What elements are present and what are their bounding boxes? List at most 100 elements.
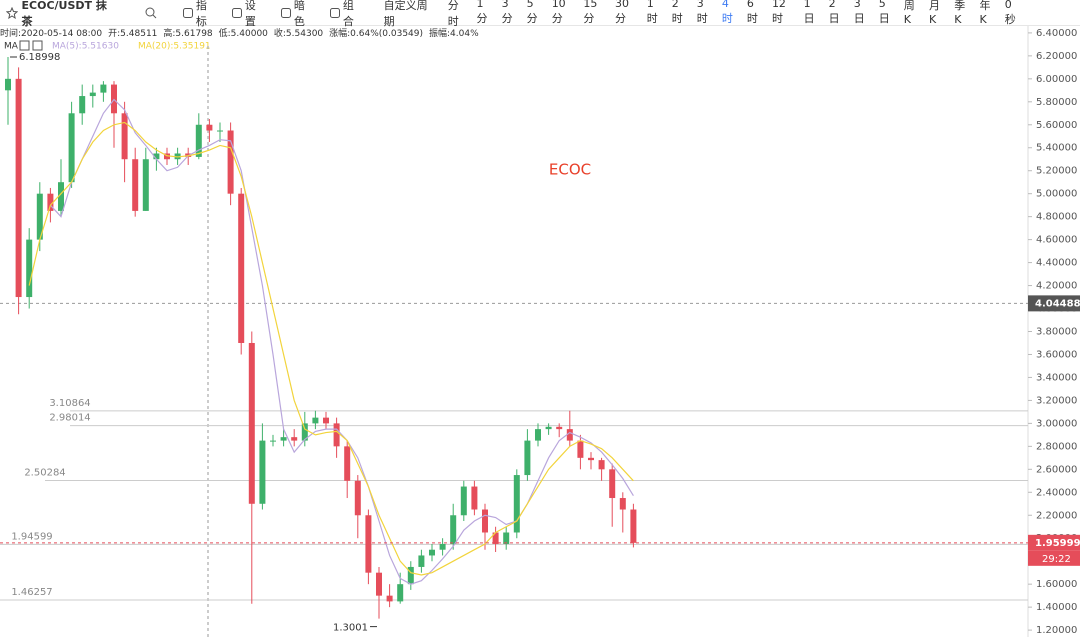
info-item: 收:5.54300 (274, 27, 324, 39)
candle-body (513, 475, 520, 533)
candle-body (79, 96, 86, 114)
candle-body (577, 440, 584, 458)
candle-body (248, 342, 255, 504)
candle-body (397, 584, 404, 602)
tool-button[interactable]: 设置 (231, 0, 266, 29)
y-tick-label: 5.80000 (1036, 97, 1077, 108)
period-button[interactable]: 5分 (526, 0, 538, 25)
max-label: 6.18998 (19, 52, 60, 63)
candle-body (142, 159, 149, 211)
candle-body (545, 426, 552, 430)
y-tick-label: 3.60000 (1036, 349, 1077, 360)
candle-body (36, 193, 43, 240)
y-tick-label: 3.40000 (1036, 372, 1077, 383)
period-button[interactable]: 12时 (771, 0, 786, 25)
tool-label: 暗色 (293, 0, 305, 28)
toolbar: ECOC/USDT 抹茶 指标 设置 暗色 组合 自定义周期 分时 1分 3分 5分 10分 15… (0, 0, 1080, 29)
tools: 指标 设置 暗色 组合 (182, 0, 378, 29)
legend-ma5: MA(5):5.51630 (52, 42, 119, 52)
period-button[interactable]: 季K (954, 0, 966, 26)
candle-body (524, 440, 531, 476)
candle-body (365, 515, 372, 573)
candle-body (407, 566, 414, 585)
annotation: ECOC (549, 161, 591, 179)
candle-body (566, 429, 573, 441)
tool-button[interactable]: 暗色 (280, 0, 315, 29)
y-tick-label: 6.20000 (1036, 51, 1077, 62)
candle-body (291, 437, 298, 441)
tool-label: 指标 (195, 0, 207, 28)
period-button[interactable]: 1日 (803, 0, 815, 25)
period-button[interactable]: 15分 (583, 0, 598, 25)
candle-body (58, 182, 64, 211)
period-button[interactable]: 30分 (615, 0, 630, 25)
period-button[interactable]: 6时 (746, 0, 758, 25)
periods: 自定义周期 分时 1分 3分 5分 10分 15分 30分 1时 2时 3时 4时 6时 12时 1日 2日 3… (384, 0, 1005, 29)
y-tick-label: 5.00000 (1036, 189, 1077, 200)
period-button[interactable]: 5日 (878, 0, 890, 25)
level-label: 1.46257 (11, 587, 52, 598)
candle-body (619, 498, 626, 510)
tool-icon (182, 7, 193, 18)
y-tick-label: 2.20000 (1036, 510, 1077, 521)
y-tick-label: 2.60000 (1036, 464, 1077, 475)
period-button[interactable]: 10分 (551, 0, 566, 25)
crosshair-box (1028, 295, 1080, 312)
crosshair-label: 4.04488 (1035, 298, 1080, 309)
ma-line (49, 98, 634, 585)
period-button[interactable]: 自定义周期 (383, 0, 428, 28)
symbol-name: ECOC/USDT 抹茶 (21, 0, 107, 28)
candle-body (503, 532, 510, 544)
period-button[interactable]: 月K (929, 0, 941, 26)
candle-body (15, 78, 22, 298)
level-label: 2.50284 (24, 467, 65, 478)
candle-body (238, 193, 245, 343)
candle-body (132, 159, 139, 211)
period-button[interactable]: 分时 (447, 0, 459, 28)
period-button[interactable]: 1分 (476, 0, 488, 25)
y-tick-label: 5.40000 (1036, 143, 1077, 154)
info-line: 时间:2020-05-14 08:00 开:5.48511 高:5.61798 低:5… (0, 27, 479, 39)
candle-body (598, 460, 605, 470)
candle-body (323, 417, 329, 424)
legend-close[interactable] (32, 40, 43, 51)
info-item: 涨幅:0.64%(0.03549) (329, 27, 423, 39)
candle-body (535, 429, 541, 441)
symbol[interactable]: ECOC/USDT 抹茶 (6, 0, 114, 29)
tool-label: 组合 (342, 0, 354, 28)
y-tick-label: 4.60000 (1036, 235, 1077, 246)
period-button[interactable]: 年K (979, 0, 991, 26)
timer: 0秒 (1004, 0, 1016, 26)
candle-body (630, 509, 637, 543)
period-button[interactable]: 2时 (671, 0, 683, 25)
y-tick-label: 1.60000 (1036, 579, 1077, 590)
period-button[interactable]: 2日 (828, 0, 840, 25)
y-tick-label: 5.20000 (1036, 166, 1077, 177)
tool-icon (329, 7, 340, 18)
tool-button[interactable]: 组合 (329, 0, 364, 29)
tool-label: 设置 (244, 0, 256, 28)
period-button[interactable]: 4时 (721, 0, 733, 25)
info-item: 高:5.61798 (163, 27, 213, 39)
y-tick-label: 1.20000 (1036, 625, 1077, 636)
candle-body (280, 437, 287, 441)
candle-body (386, 595, 393, 602)
candle-body (354, 480, 361, 516)
candle-body (376, 572, 382, 596)
period-button[interactable]: 3分 (501, 0, 513, 25)
search-icon[interactable] (144, 6, 157, 20)
min-label: 1.3001 (333, 623, 368, 634)
legend-toggle[interactable] (19, 40, 30, 51)
candle-body (206, 124, 213, 131)
period-button[interactable]: 1时 (646, 0, 658, 25)
candle-body (588, 457, 594, 461)
candle-body (217, 130, 223, 132)
legend-ma20: MA(20):5.35191 (138, 42, 211, 52)
period-button[interactable]: 3日 (853, 0, 865, 25)
ma-line (28, 121, 634, 576)
period-button[interactable]: 周K (903, 0, 915, 26)
period-button[interactable]: 3时 (696, 0, 708, 25)
info-item: 时间:2020-05-14 08:00 (0, 27, 102, 39)
tool-button[interactable]: 指标 (182, 0, 217, 29)
